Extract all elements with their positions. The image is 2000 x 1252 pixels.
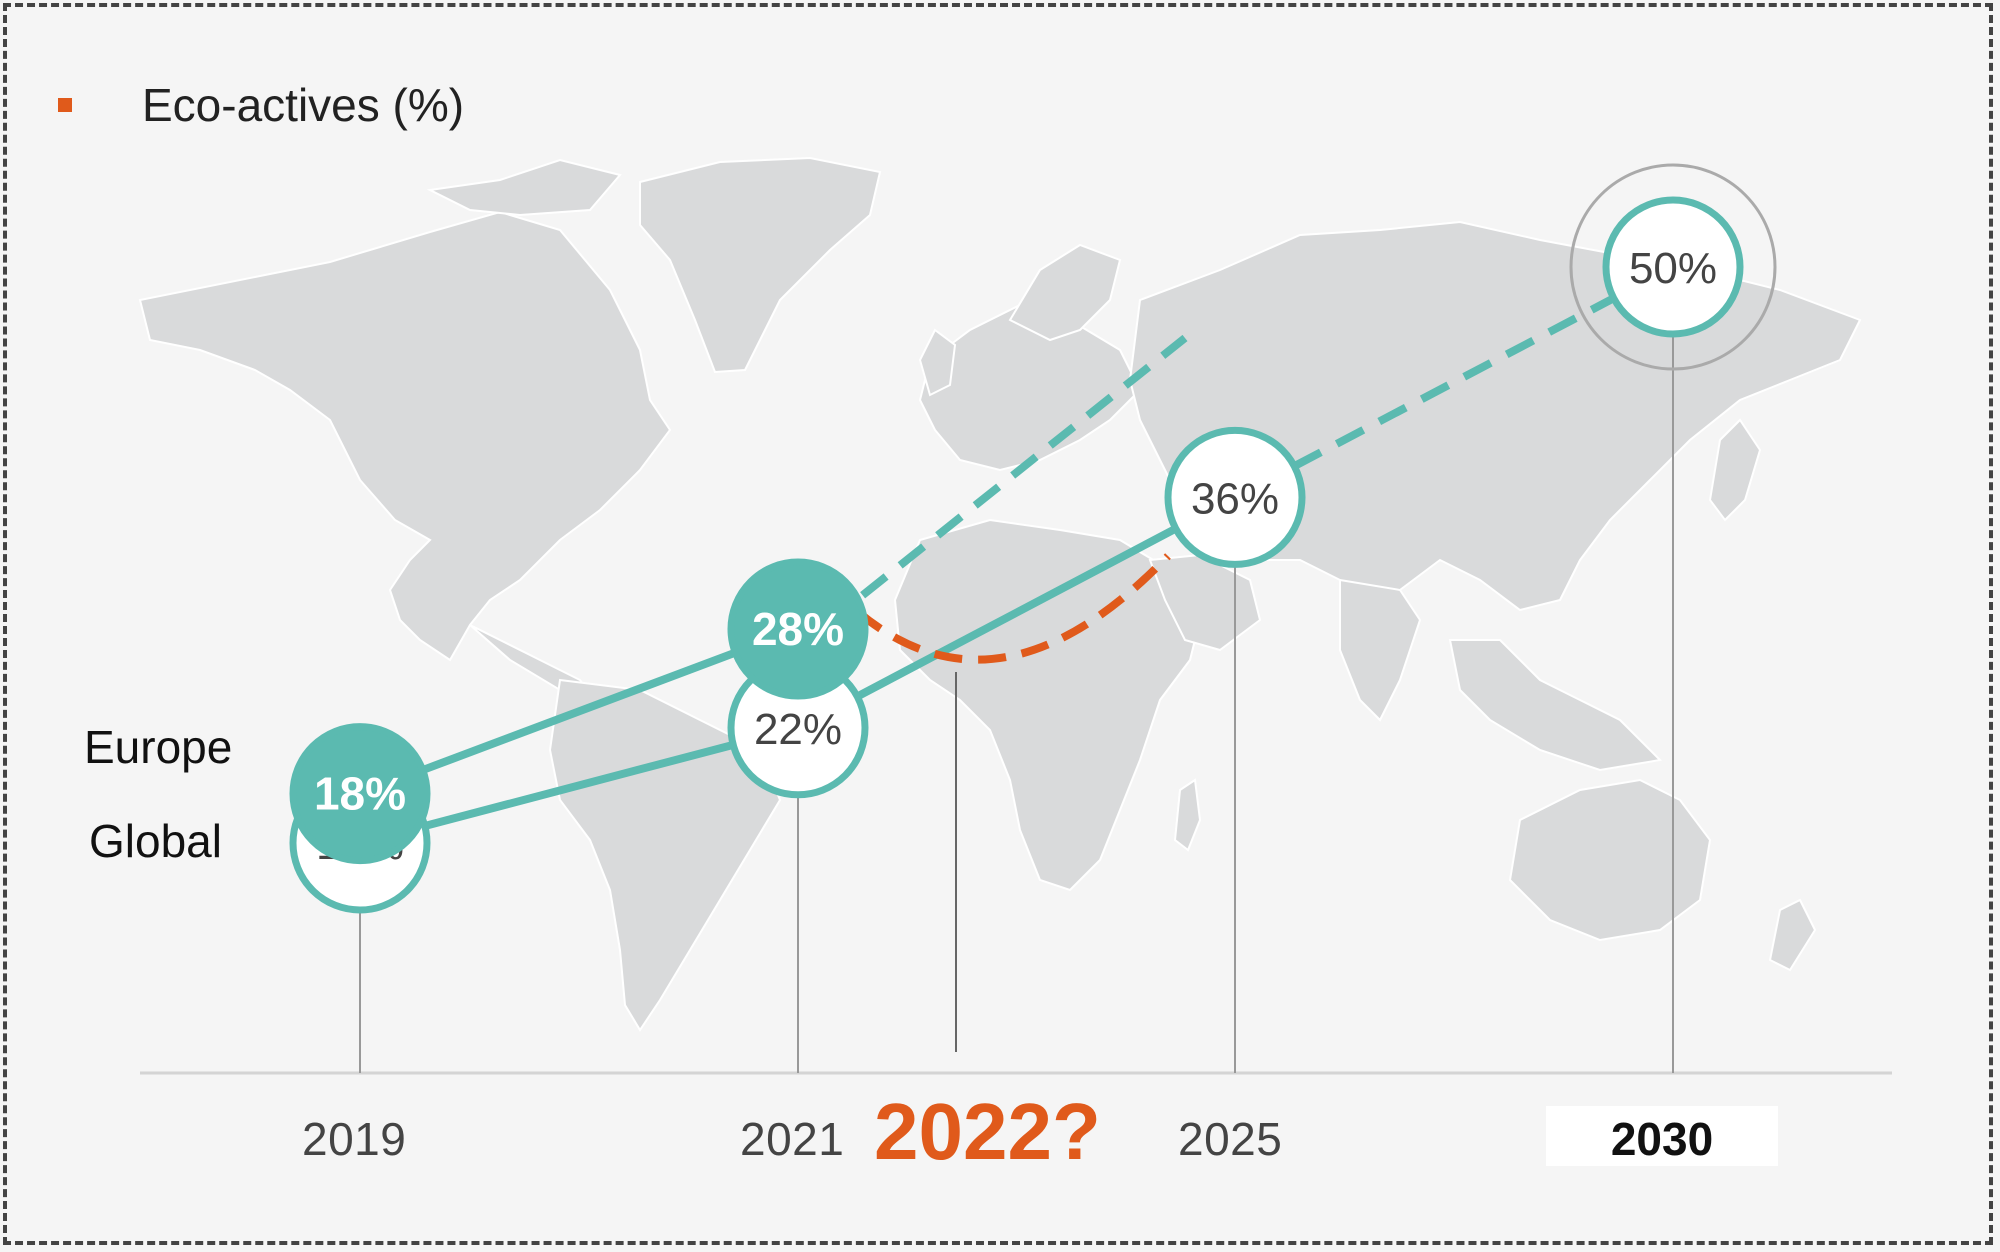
- series-label-europe: Europe: [84, 721, 233, 773]
- legend-marker: [58, 98, 72, 112]
- map-india: [1339, 578, 1422, 722]
- map-southeast-asia: [1448, 639, 1663, 772]
- map-madagascar: [1173, 778, 1202, 852]
- marker-europe-2019: 18%: [289, 723, 431, 865]
- x-tick-2030-highlight-box: [1546, 1106, 1778, 1166]
- dip-curve-2022: [855, 553, 1171, 664]
- marker-europe-2021: 28%: [727, 558, 869, 700]
- global-connector-2021-2025: [855, 525, 1178, 701]
- map-japan: [1708, 418, 1762, 522]
- data-markers: 15%22%36%50%18%28%: [289, 163, 1777, 914]
- data-label: 28%: [752, 603, 844, 655]
- marker-circle: [289, 723, 431, 865]
- europe-projection-dashed: [860, 334, 1188, 599]
- map-australia: [1508, 778, 1712, 942]
- data-label: 36%: [1191, 474, 1279, 523]
- x-tick-2025: 2025: [1178, 1113, 1283, 1165]
- map-uk: [918, 328, 957, 397]
- global-projection-2025-2030: [1292, 294, 1616, 470]
- data-label: 18%: [314, 768, 406, 820]
- series-connectors: [421, 294, 1616, 830]
- europe-connector-2019-2021: [421, 648, 737, 774]
- data-label: 50%: [1629, 244, 1717, 293]
- marker-global-2030: 50%: [1602, 196, 1744, 338]
- marker-global-2021: 22%: [727, 657, 869, 799]
- map-canada-islands: [426, 158, 622, 217]
- map-scandinavia: [1008, 243, 1122, 342]
- map-greenland: [639, 156, 882, 374]
- x-tick-2019: 2019: [302, 1113, 407, 1165]
- chart-frame: [3, 3, 1993, 1245]
- legend: Eco-actives (%): [58, 78, 464, 132]
- map-new-zealand: [1768, 898, 1817, 972]
- marker-global-2025: 36%: [1164, 426, 1306, 568]
- x-tick-2021: 2021: [740, 1113, 845, 1165]
- world-map: [138, 156, 1862, 1032]
- x-tick-2030: 2030: [1610, 1113, 1714, 1165]
- marker-circle: [727, 558, 869, 700]
- drop-lines: [359, 334, 1674, 1073]
- map-north-america: [138, 210, 672, 662]
- global-connector-2019-2021: [423, 740, 735, 830]
- x-tick-2022-highlight: 2022?: [874, 1087, 1101, 1176]
- marker-circle: [1164, 426, 1306, 568]
- map-africa: [893, 518, 1202, 892]
- marker-circle: [1602, 196, 1744, 338]
- legend-label: Eco-actives (%): [142, 79, 465, 131]
- target-ring-2030: [1569, 163, 1777, 371]
- series-label-global: Global: [89, 815, 222, 867]
- data-label: 22%: [754, 705, 842, 754]
